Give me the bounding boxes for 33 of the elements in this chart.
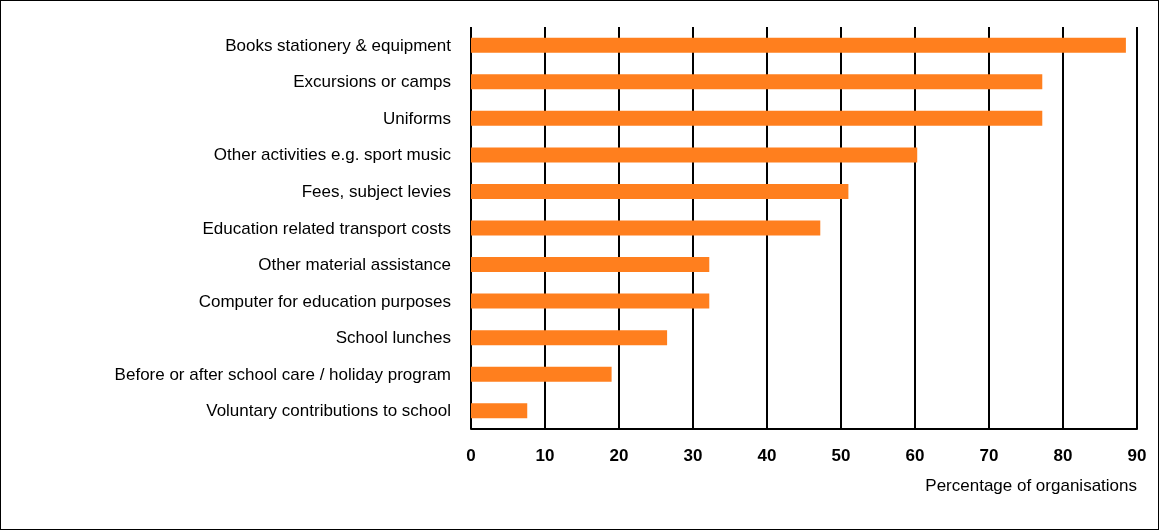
y-tick-label: Excursions or camps xyxy=(293,72,451,92)
x-tick-label: 50 xyxy=(831,446,851,465)
bar xyxy=(471,257,710,273)
bar xyxy=(471,220,821,236)
y-tick-label: Fees, subject levies xyxy=(301,181,451,201)
x-tick-label: 60 xyxy=(905,446,925,465)
x-tick-label: 80 xyxy=(1053,446,1073,465)
x-tick-label: 90 xyxy=(1127,446,1147,465)
bar xyxy=(471,110,1043,126)
x-tick-label: 30 xyxy=(683,446,703,465)
y-tick-label: School lunches xyxy=(335,328,451,348)
y-tick-label: Books stationery & equipment xyxy=(225,35,452,55)
x-tick-label: 10 xyxy=(535,446,555,465)
x-tick-label: 40 xyxy=(757,446,777,465)
bar xyxy=(471,293,710,309)
x-tick-label: 0 xyxy=(466,446,476,465)
y-tick-label: Education related transport costs xyxy=(202,218,451,238)
bar xyxy=(471,366,612,382)
y-tick-label: Other activities e.g. sport music xyxy=(213,145,452,165)
x-axis-title: Percentage of organisations xyxy=(925,476,1137,495)
bar xyxy=(471,37,1126,53)
y-tick-label: Voluntary contributions to school xyxy=(206,401,451,421)
bar xyxy=(471,147,918,163)
bar xyxy=(471,183,849,199)
x-tick-label: 20 xyxy=(609,446,629,465)
bar xyxy=(471,74,1043,90)
bar xyxy=(471,330,668,346)
bar xyxy=(471,403,528,419)
y-tick-label: Before or after school care / holiday program xyxy=(114,364,451,384)
y-tick-label: Other material assistance xyxy=(258,255,451,275)
y-tick-label: Computer for education purposes xyxy=(198,291,451,311)
y-tick-label: Uniforms xyxy=(382,108,451,128)
x-tick-label: 70 xyxy=(979,446,999,465)
